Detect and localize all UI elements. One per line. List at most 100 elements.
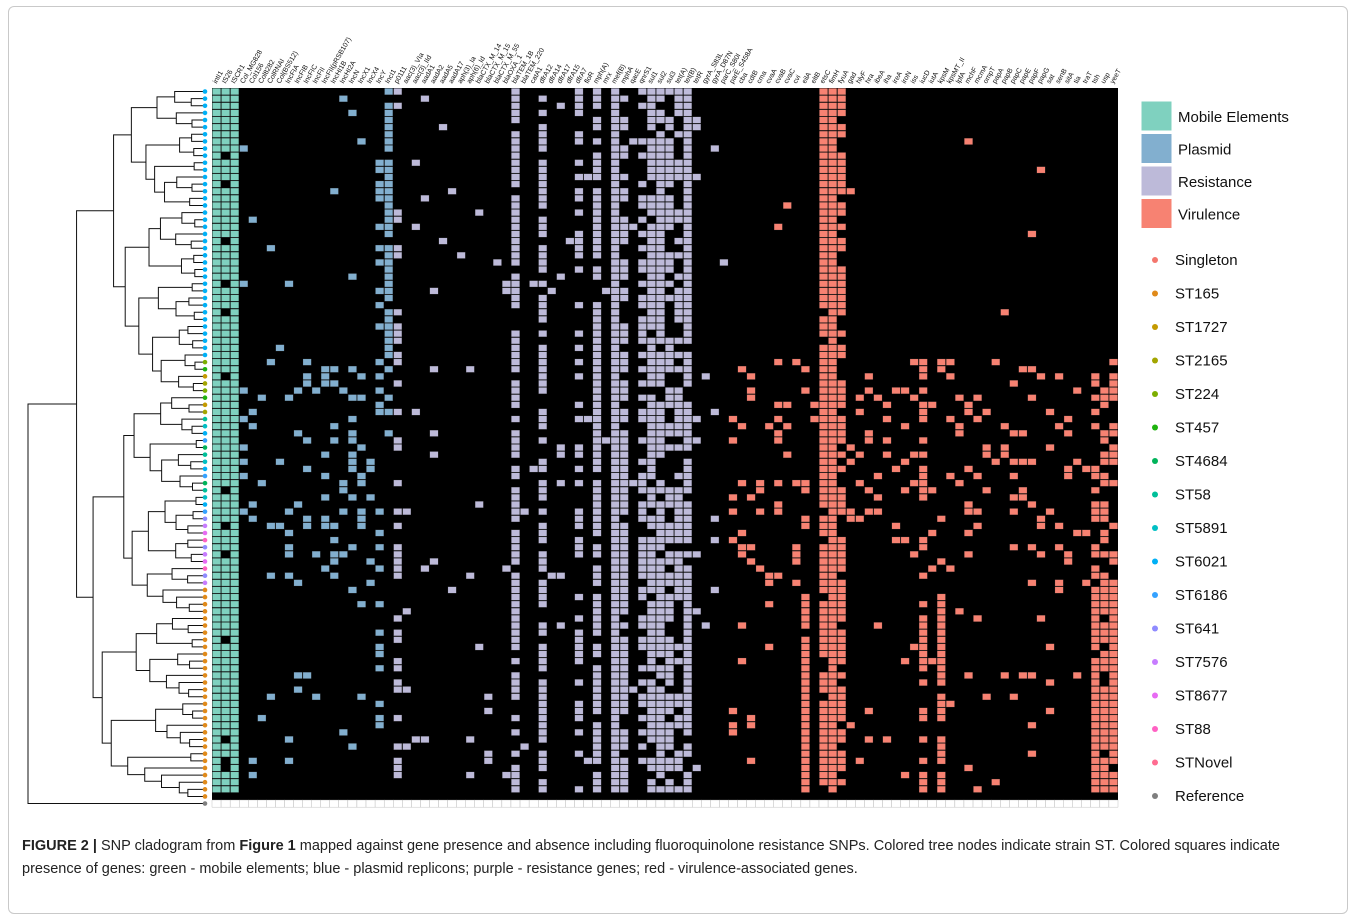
gene-presence-cell [447,586,457,594]
gene-presence-cell [592,223,602,231]
gene-presence-cell [212,686,221,693]
gene-presence-cell [511,672,520,679]
gene-presence-cell [619,686,629,693]
caption-figure-ref[interactable]: Figure 1 [239,838,296,854]
gene-presence-cell [511,551,520,558]
reference-row-cell [701,799,711,808]
gene-presence-cell [384,131,393,138]
gene-presence-cell [819,259,828,266]
gene-presence-cell [592,693,602,701]
gene-presence-cell [656,373,665,380]
gene-presence-cell [846,187,855,195]
gene-presence-cell [1036,522,1046,530]
tree-leaf-node [202,751,208,757]
gene-presence-cell [1100,572,1109,579]
gene-presence-cell [801,707,810,715]
gene-presence-cell [846,721,855,729]
tree-leaf-node [202,181,208,187]
gene-presence-cell [828,173,837,181]
tree-leaf-node [202,423,208,429]
gene-presence-cell [212,622,221,629]
gene-presence-cell [819,422,828,430]
gene-presence-cell [212,707,221,715]
gene-presence-cell [1082,465,1091,473]
gene-presence-cell [511,415,520,423]
figure-caption: FIGURE 2 | SNP cladogram from Figure 1 m… [22,835,1332,881]
gene-presence-cell [221,714,230,722]
gene-presence-cell [610,95,620,102]
tree-branch [159,217,182,240]
gene-presence-cell [592,394,602,401]
gene-presence-cell [1109,579,1118,587]
tree-leaf-node [202,253,208,258]
reference-row-cell [782,799,792,808]
gene-presence-cell [792,543,801,551]
gene-presence-cell [284,757,294,765]
tree-branch [175,112,205,125]
gene-presence-cell [583,757,593,765]
gene-presence-cell [665,679,674,686]
gene-presence-cell [828,721,837,729]
gene-presence-cell [1082,579,1091,587]
tree-leaf-node [202,787,208,792]
gene-presence-cell [683,216,692,223]
gene-presence-cell [638,508,647,515]
gene-presence-cell [230,586,239,594]
tree-leaf-node [202,324,208,329]
gene-presence-cell [610,216,620,223]
gene-presence-cell [819,95,828,102]
gene-presence-cell [384,138,393,145]
gene-presence-cell [610,622,620,629]
gene-presence-cell [212,565,221,572]
gene-presence-cell [330,422,339,430]
gene-presence-cell [665,116,674,124]
reference-row-cell [809,799,820,808]
gene-presence-cell [837,123,846,131]
gene-presence-cell [692,123,701,131]
gene-presence-cell [230,672,239,679]
tree-leaf-node [202,509,208,514]
gene-presence-cell [1091,736,1100,743]
gene-presence-cell [819,373,828,380]
reference-row-cell [266,799,276,808]
gene-presence-cell [1100,387,1109,394]
gene-presence-cell [656,444,665,451]
gene-presence-cell [1091,373,1100,380]
gene-presence-cell [592,465,602,473]
tree-leaf-node [202,160,208,166]
reference-row-cell [1009,799,1019,808]
tree-leaf-node [202,495,208,500]
gene-presence-cell [610,465,620,473]
legend-st-dot [1152,257,1158,263]
tree-branch [188,603,205,612]
gene-presence-cell [819,351,828,359]
gene-presence-cell [384,394,393,401]
gene-presence-cell [719,259,729,266]
gene-presence-cell [212,465,221,473]
gene-presence-cell [230,508,239,515]
tree-leaf-node [202,338,208,344]
gene-presence-cell [1109,771,1118,779]
gene-presence-cell [755,479,765,487]
gene-presence-cell [683,622,692,629]
gene-presence-cell [619,394,629,401]
gene-presence-cell [837,415,846,423]
tree-branch [176,176,205,189]
gene-presence-cell [212,373,221,380]
gene-presence-cell [574,657,584,665]
gene-presence-cell [393,351,402,359]
gene-presence-cell [656,138,665,145]
tree-leaf-node [202,480,208,486]
gene-presence-cell [393,358,402,366]
reference-row-cell [873,799,883,808]
reference-row-cell [320,799,330,808]
gene-presence-cell [665,579,674,587]
gene-presence-cell [937,515,946,523]
gene-presence-cell [792,479,801,487]
gene-presence-cell [1100,579,1109,587]
gene-presence-cell [683,401,692,409]
gene-presence-cell [1045,408,1055,416]
gene-presence-cell [674,750,683,757]
gene-presence-cell [221,579,230,587]
gene-presence-cell [221,458,230,466]
